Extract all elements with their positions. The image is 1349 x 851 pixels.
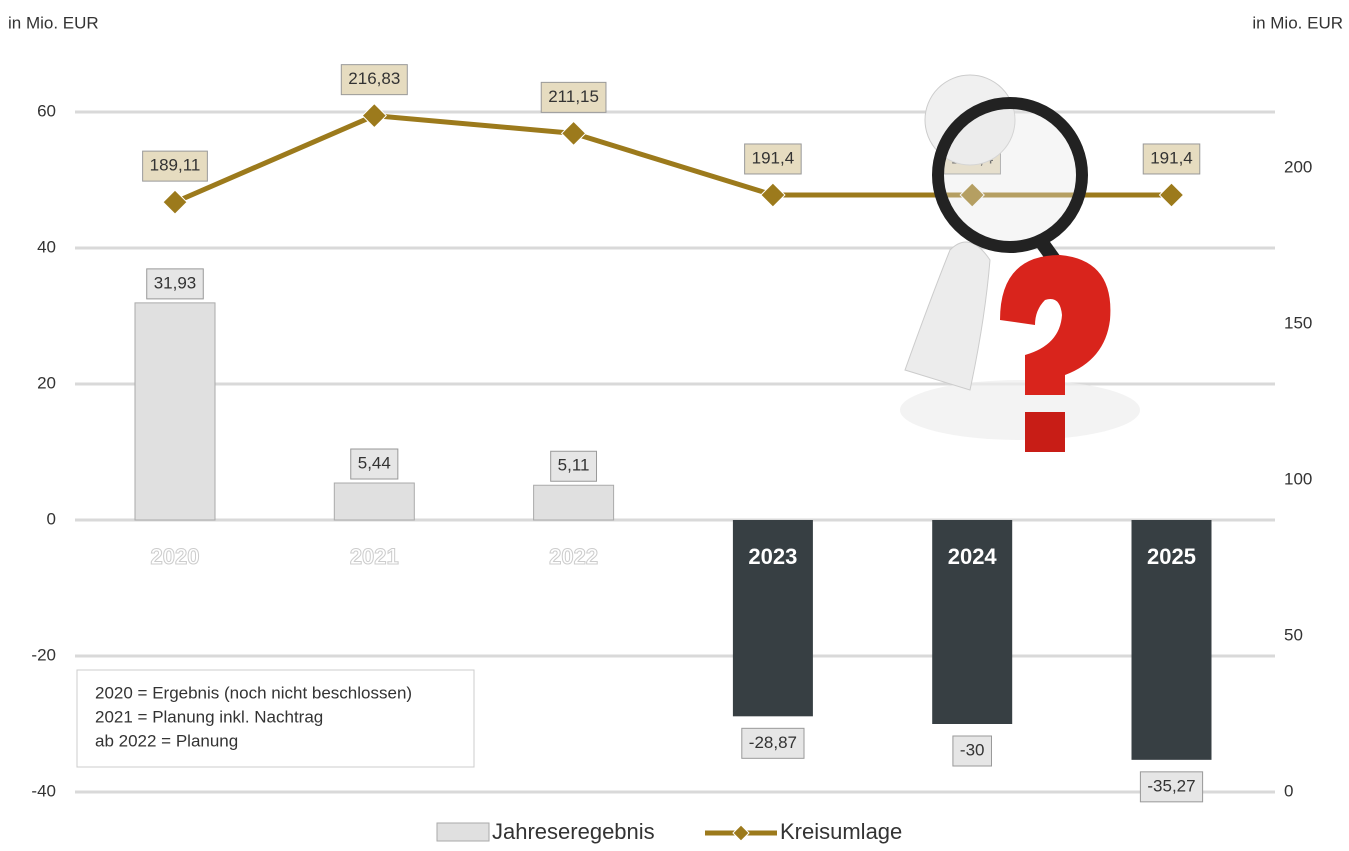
legend-swatch [732, 824, 750, 842]
data-label-box [146, 268, 204, 300]
bar [1131, 520, 1212, 760]
x-tick-label: 2024 [948, 544, 998, 569]
note: 2020 = Ergebnis (noch nicht beschlossen) [95, 683, 412, 702]
x-tick-label: 2023 [748, 544, 797, 569]
data-label-box [1142, 143, 1201, 175]
marker [162, 189, 188, 215]
bar [732, 520, 813, 717]
data-label: 211,15 [548, 87, 599, 106]
y-tick-label: -20 [31, 645, 56, 664]
data-label: 5,11 [558, 456, 590, 475]
data-label-box [1139, 771, 1204, 803]
x-tick-label: 2022 [549, 544, 598, 569]
line [174, 113, 1172, 205]
marker [760, 182, 786, 208]
y2-tick-label: 150 [1284, 314, 1312, 333]
y2-tick-label: 200 [1284, 158, 1312, 177]
bar [333, 482, 415, 521]
data-label-box [350, 448, 399, 480]
data-label: 191,4 [752, 148, 795, 167]
note: 2021 = Planung inkl. Nachtrag [95, 707, 323, 726]
legend-label: Jahreseregebnis [492, 819, 655, 844]
y2-tick-label: 50 [1284, 626, 1303, 645]
legend-swatch [436, 822, 490, 842]
y-tick-label: 60 [37, 101, 56, 120]
legend-label: Kreisumlage [780, 819, 902, 844]
x-tick-label: 2025 [1147, 544, 1196, 569]
y2-tick-label: 0 [1284, 781, 1293, 800]
y-tick-label: 20 [37, 373, 56, 392]
legend: Jahreseregebnis Kreisumlage [436, 819, 902, 844]
y2-tick-label: 100 [1284, 470, 1312, 489]
y-tick-label: 0 [47, 509, 56, 528]
data-label: 5,44 [358, 453, 391, 472]
x-tick-label: 2020 [151, 544, 200, 569]
data-label: -30 [960, 740, 985, 759]
data-label: 191,4 [1150, 148, 1193, 167]
bar [134, 302, 216, 521]
marker [959, 182, 985, 208]
data-label-box [952, 735, 992, 767]
plot: -40 -20 0 20 40 60 0 50 100 150 200 31,93 5,44 5,11 -2… [31, 64, 1312, 803]
data-label: 216,83 [348, 69, 400, 88]
data-label-box [142, 150, 208, 182]
data-label-box [744, 143, 802, 175]
data-label-box [741, 727, 805, 759]
y2-axis-label: in Mio. EUR [1252, 13, 1343, 32]
data-label-box [340, 64, 408, 96]
y-tick-label: 40 [37, 237, 56, 256]
marker [560, 120, 587, 147]
illustration [900, 74, 1140, 452]
data-label-box [550, 450, 598, 482]
data-label: -28,87 [749, 733, 797, 752]
x-tick-label: 2021 [350, 544, 399, 569]
bar [932, 520, 1013, 724]
y-tick-label: -40 [31, 781, 56, 800]
data-label: 189,11 [150, 156, 201, 175]
note-box [76, 669, 475, 768]
y-axis-label: in Mio. EUR [8, 13, 99, 32]
bar [533, 484, 615, 521]
note: ab 2022 = Planung [95, 731, 238, 750]
marker [1158, 182, 1185, 208]
marker [361, 102, 388, 129]
data-label-box [540, 81, 607, 113]
data-label: 31,93 [154, 273, 197, 292]
data-label: -35,27 [1147, 776, 1195, 795]
